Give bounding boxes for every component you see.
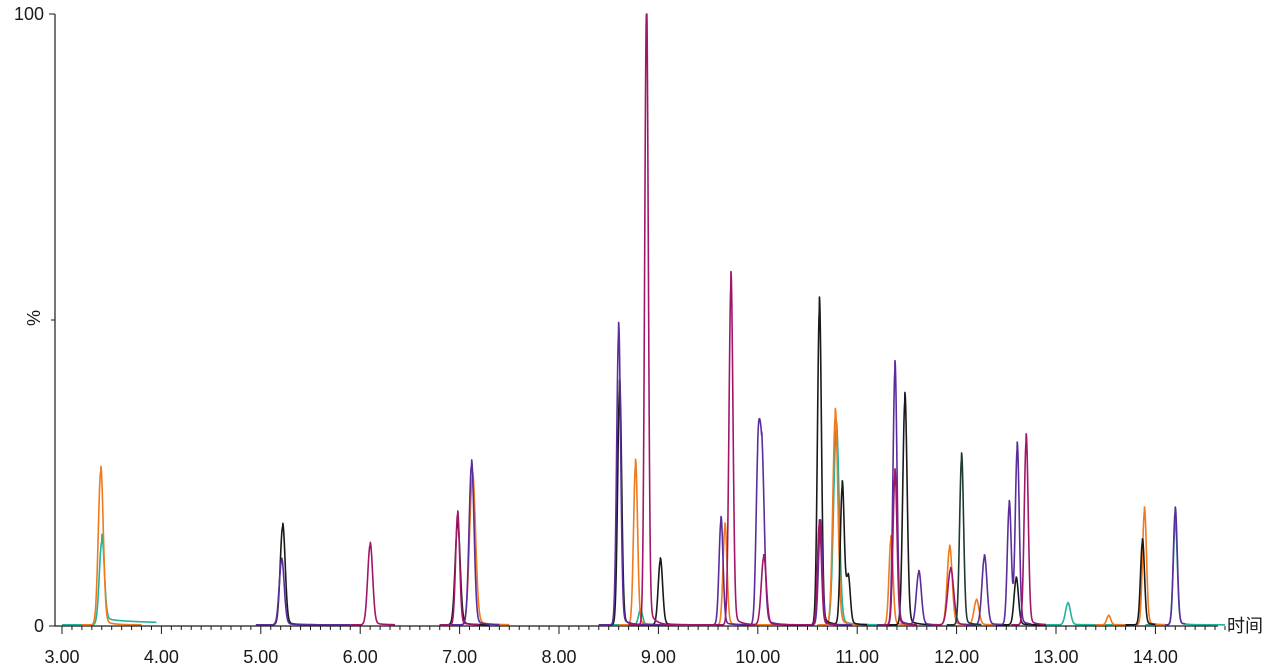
trace-magenta [1010,433,1047,626]
x-tick-label: 14.00 [1133,647,1178,667]
trace-magenta [931,566,968,626]
x-tick-label: 6.00 [343,647,378,667]
y-ticks: 0 100 [14,4,55,636]
trace-orange [931,544,1007,626]
traces [61,13,1226,626]
x-tick-label: 12.00 [934,647,979,667]
trace-magenta [881,468,918,626]
trace-purple [1164,506,1186,626]
trace-black [260,522,322,626]
x-tick-label: 13.00 [1033,647,1078,667]
trace-purple [255,557,351,626]
x-axis-label: 时间 [1227,616,1263,636]
x-tick-label: 10.00 [735,647,780,667]
x-major-ticks [61,626,1156,634]
x-minor-ticks [71,626,1226,630]
x-tick-label: 11.00 [835,647,879,667]
trace-orange [1095,506,1166,626]
x-tick-labels: 3.00 4.00 5.00 6.00 7.00 8.00 9.00 10.00 11.00 12… [44,647,1177,667]
x-tick-label: 8.00 [541,647,576,667]
x-tick-label: 4.00 [144,647,179,667]
trace-orange [81,465,143,626]
trace-magenta [697,270,809,626]
x-tick-label: 3.00 [44,647,79,667]
trace-purple [702,417,789,626]
trace-magenta [349,541,396,626]
trace-magenta [806,518,838,626]
trace-black [1124,538,1156,626]
trace-purple [965,441,1032,626]
trace-magenta [627,13,699,626]
trace-orange [618,458,689,626]
trace-purple [449,459,500,626]
trace-black [439,519,491,626]
x-tick-label: 7.00 [442,647,477,667]
x-tick-label: 9.00 [641,647,676,667]
y-tick-label: 0 [34,616,44,636]
trace-magenta [439,510,481,626]
trace-teal [61,533,158,626]
x-tick-label: 5.00 [243,647,278,667]
y-tick-label: 100 [14,4,44,24]
y-axis-label: % [24,310,44,326]
trace-purple [598,321,709,626]
trace-teal [1144,518,1226,626]
trace-teal [826,420,878,626]
trace-darkgreen [946,452,983,626]
